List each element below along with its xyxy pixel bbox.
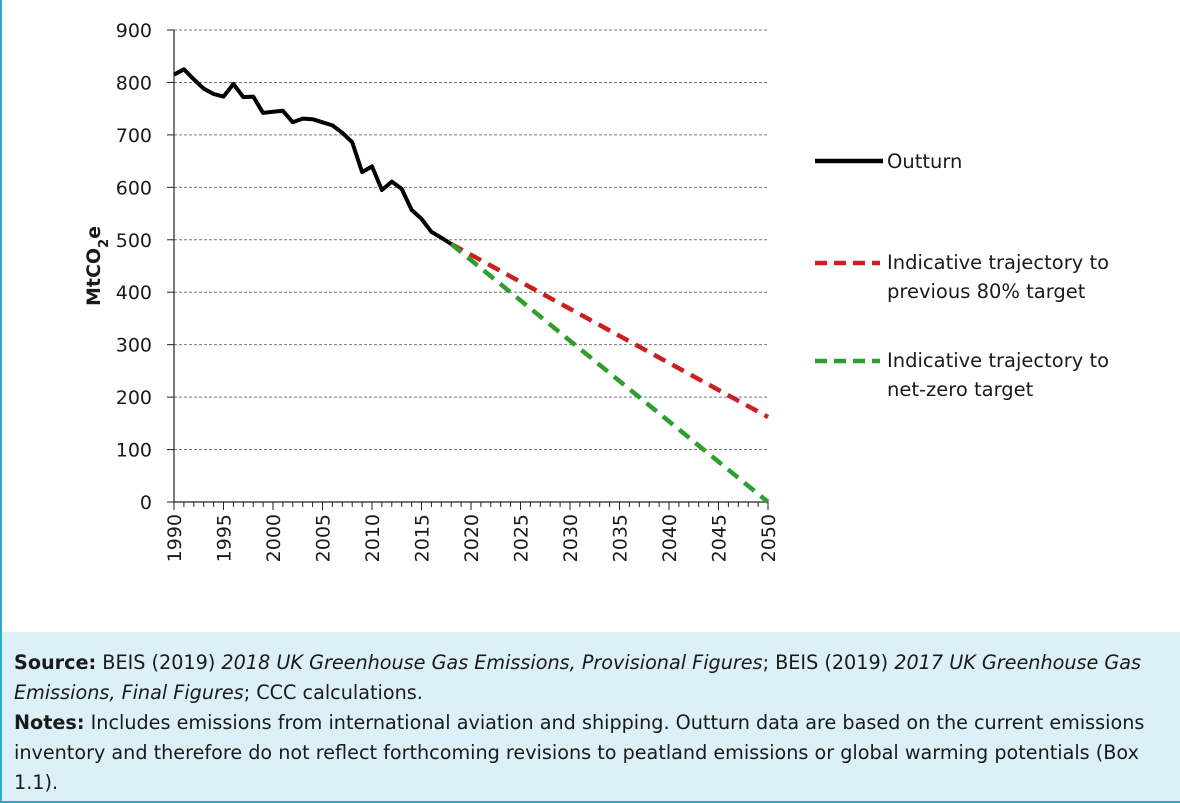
x-tick-label: 2010 <box>362 514 384 562</box>
x-tick-label: 2045 <box>709 514 731 562</box>
notes-text: Includes emissions from international av… <box>14 711 1145 794</box>
legend-green-label-line2: net-zero target <box>887 378 1034 401</box>
y-tick-labels: 0 100 200 300 400 500 600 700 800 900 <box>116 20 152 514</box>
y-tick-label: 900 <box>116 20 152 42</box>
x-tick-label: 2050 <box>758 514 780 562</box>
y-tick-label: 700 <box>116 125 152 147</box>
x-tick-label: 1995 <box>214 514 236 562</box>
source-text-1: BEIS (2019) <box>96 651 222 674</box>
series-80pct-trajectory-line <box>450 242 770 419</box>
legend: Outturn Indicative trajectory to previou… <box>815 150 1109 401</box>
x-tick-labels: 1990 1995 2000 2005 2010 2015 2020 2025 2030 2035… <box>164 514 780 562</box>
x-tick-label: 1990 <box>164 514 186 562</box>
source-text-2: ; BEIS (2019) <box>762 651 895 674</box>
y-tick-label: 600 <box>116 177 152 199</box>
legend-red-label-line1: Indicative trajectory to <box>887 251 1109 274</box>
series-lines <box>173 67 770 504</box>
legend-outturn-label: Outturn <box>887 150 962 173</box>
source-notes-box: Source: BEIS (2019) 2018 UK Greenhouse G… <box>2 632 1180 801</box>
x-tick-label: 2005 <box>313 514 335 562</box>
y-axis-label: MtCO2e <box>83 226 112 306</box>
source-title-1: 2018 UK Greenhouse Gas Emissions, Provis… <box>221 651 763 674</box>
x-tick-label: 2015 <box>412 514 434 562</box>
y-tick-label: 500 <box>116 230 152 252</box>
notes-label: Notes: <box>14 711 85 734</box>
notes-paragraph: Notes: Includes emissions from internati… <box>14 708 1170 798</box>
x-tick-label: 2030 <box>560 514 582 562</box>
y-tick-label: 400 <box>116 282 152 304</box>
x-tick-label: 2025 <box>511 514 533 562</box>
y-tick-label: 300 <box>116 335 152 357</box>
x-tick-label: 2000 <box>263 514 285 562</box>
source-title-2: 2017 UK Greenhouse Gas Emissions, Final … <box>14 651 1142 704</box>
legend-red-label-line2: previous 80% target <box>887 280 1086 303</box>
series-outturn-line <box>173 67 453 246</box>
source-label: Source: <box>14 651 97 674</box>
grid-lines <box>167 29 768 503</box>
x-tick-label: 2020 <box>461 514 483 562</box>
emissions-chart: 0 100 200 300 400 500 600 700 800 900 1990 1995 200… <box>83 20 1109 562</box>
source-paragraph: Source: BEIS (2019) 2018 UK Greenhouse G… <box>14 648 1170 708</box>
y-tick-label: 800 <box>116 72 152 94</box>
y-tick-label: 200 <box>116 387 152 409</box>
y-tick-label: 0 <box>140 492 152 514</box>
y-tick-label: 100 <box>116 440 152 462</box>
x-tick-label: 2040 <box>659 514 681 562</box>
source-text-3: ; CCC calculations. <box>243 681 423 704</box>
legend-green-label-line1: Indicative trajectory to <box>887 349 1109 372</box>
axes <box>173 30 769 510</box>
x-tick-label: 2035 <box>610 514 632 562</box>
series-net-zero-trajectory-line <box>449 242 770 504</box>
